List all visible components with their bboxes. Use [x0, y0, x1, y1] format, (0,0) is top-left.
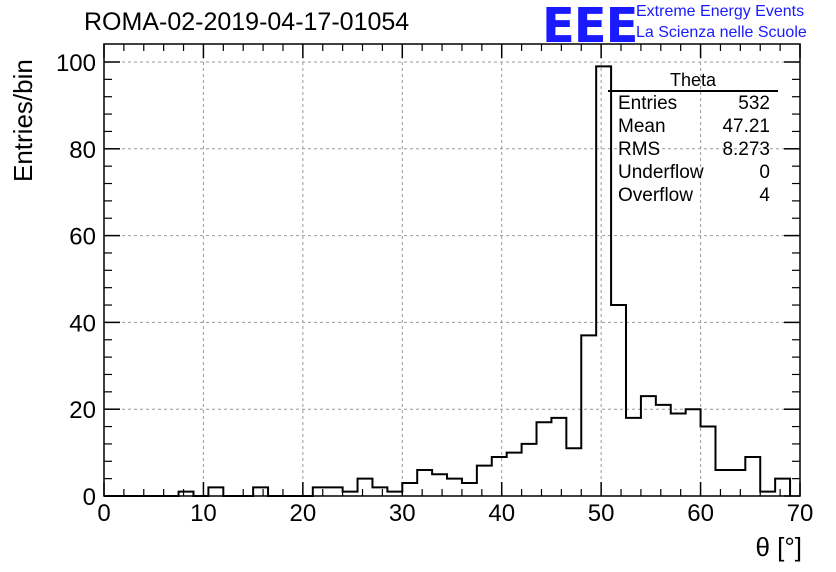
eee-logo-line2: La Scienza nelle Scuole: [636, 24, 807, 41]
histogram-bin: [701, 427, 716, 496]
histogram-bin: [611, 305, 626, 496]
stats-value: 0: [759, 162, 770, 183]
stats-label: RMS: [618, 139, 661, 160]
x-tick-label: 10: [190, 500, 217, 527]
histogram-bin: [715, 470, 730, 496]
histogram-bin: [686, 409, 701, 496]
histogram-bin: [671, 414, 686, 496]
histogram-bin: [626, 418, 641, 496]
stats-row-overflow: Overflow 4: [608, 184, 778, 207]
stats-label: Mean: [618, 116, 666, 137]
run-title: ROMA-02-2019-04-17-01054: [84, 8, 410, 36]
stats-value: 47.21: [722, 116, 770, 137]
stats-value: 8.273: [722, 139, 770, 160]
histogram-bin: [537, 422, 552, 496]
x-tick-label: 20: [290, 500, 317, 527]
stats-value: 4: [759, 185, 770, 206]
grid-lines: [104, 44, 800, 496]
y-tick-label: 0: [83, 484, 96, 511]
histogram-bin: [581, 335, 596, 496]
plot-frame: [103, 43, 801, 497]
histogram-bin: [358, 479, 373, 496]
y-tick-label: 40: [69, 310, 96, 337]
histogram-bin: [551, 418, 566, 496]
x-axis-label: θ [°]: [755, 532, 802, 562]
histogram-bin: [507, 453, 522, 496]
eee-logo: EEE: [542, 0, 638, 54]
histogram-bin: [477, 466, 492, 496]
histogram-bin: [447, 479, 462, 496]
histogram-bin: [522, 444, 537, 496]
stats-row-rms: RMS 8.273: [608, 138, 778, 161]
stats-row-entries: Entries 532: [608, 92, 778, 115]
stats-label: Overflow: [618, 185, 693, 206]
y-tick-label: 100: [56, 50, 96, 77]
y-tick-label: 20: [69, 397, 96, 424]
eee-logo-line1: Extreme Energy Events: [636, 3, 805, 20]
x-tick-label: 60: [687, 500, 714, 527]
histogram-bin: [730, 470, 745, 496]
histogram-bin: [313, 487, 328, 496]
stats-row-mean: Mean 47.21: [608, 115, 778, 138]
histogram-bin: [775, 479, 790, 496]
stats-row-underflow: Underflow 0: [608, 161, 778, 184]
stats-value: 532: [738, 93, 770, 114]
y-tick-label: 60: [69, 224, 96, 251]
histogram-bin: [402, 483, 417, 496]
stats-title: Theta: [608, 70, 778, 92]
histogram-bin: [417, 470, 432, 496]
stats-box: Theta Entries 532 Mean 47.21 RMS 8.273 U…: [608, 70, 778, 207]
histogram-bin: [462, 483, 477, 496]
x-tick-label: 0: [97, 500, 110, 527]
histogram-bin: [492, 457, 507, 496]
histogram-bin: [656, 405, 671, 496]
y-tick-label: 80: [69, 137, 96, 164]
stats-label: Entries: [618, 93, 678, 114]
x-tick-label: 40: [488, 500, 515, 527]
histogram-bin: [432, 474, 447, 496]
histogram-bin: [208, 487, 223, 496]
x-tick-label: 30: [389, 500, 416, 527]
histogram-bin: [566, 448, 581, 496]
histogram-bin: [641, 396, 656, 496]
histogram-bin: [253, 487, 268, 496]
histogram-bin: [745, 457, 760, 496]
x-tick-label: 50: [588, 500, 615, 527]
x-tick-label: 70: [787, 500, 814, 527]
histogram-bin: [372, 487, 387, 496]
stats-label: Underflow: [618, 162, 704, 183]
histogram-bin: [328, 487, 343, 496]
y-axis-label: Entries/bin: [8, 59, 38, 182]
